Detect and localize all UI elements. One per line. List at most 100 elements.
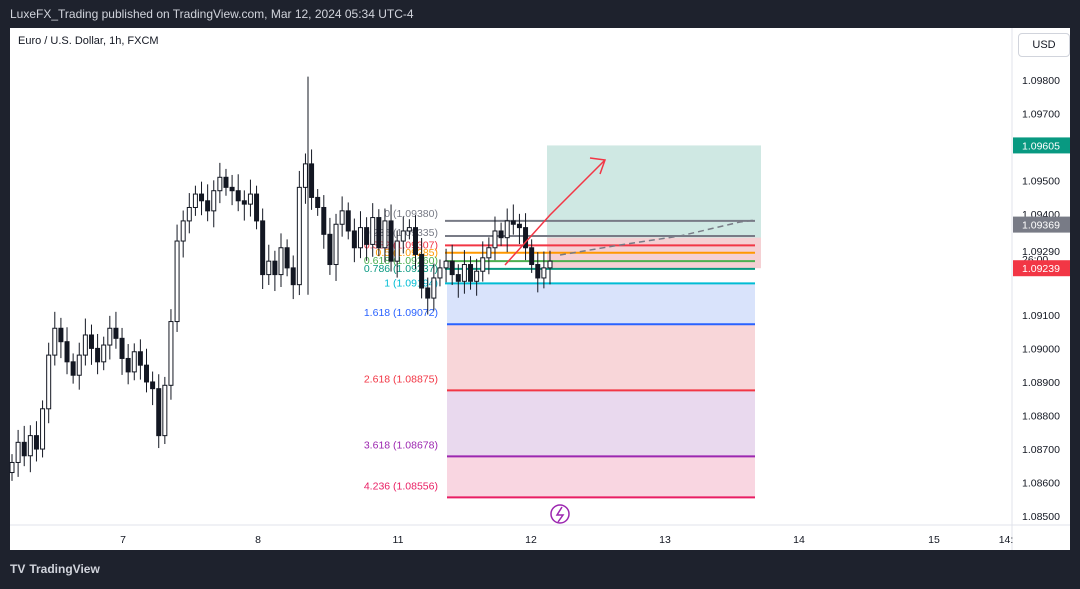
candle-body [523,227,529,249]
candle-body [247,193,253,205]
candle-body [474,270,480,282]
candle-body [443,260,449,269]
candle-body [406,227,412,232]
tradingview-logo-icon: TV [10,562,26,576]
candle-body [541,267,547,279]
y-axis-tick: 1.09800 [1022,75,1060,87]
candle-body [529,247,535,266]
candle-body [15,441,21,463]
candle-body [101,344,107,363]
target-zone [547,145,761,253]
candle-body [413,227,418,255]
price-badge-label: 1.09239 [1022,263,1060,275]
candle-body [504,220,510,239]
candle-body [425,287,431,299]
candle-body [388,220,394,262]
candle-body [351,230,357,249]
x-axis-tick: 7 [120,534,126,546]
candle-body [144,364,149,383]
candle-body [223,176,229,188]
candle-body [113,327,119,339]
y-axis-tick: 1.09000 [1022,343,1060,355]
y-axis-tick: 1.09700 [1022,109,1060,121]
candle-body [284,247,290,269]
price-badge [1013,260,1070,277]
candle-body [88,334,94,349]
x-axis-tick: 15 [928,534,940,546]
fib-band [447,283,755,325]
candle-body [254,193,260,222]
candle-body [315,196,321,208]
candle-body [510,220,516,225]
price-badge-label: 1.09369 [1022,220,1060,232]
candle-body [21,441,27,457]
y-axis-tick: 1.08700 [1022,444,1060,456]
y-axis-tick: 1.09100 [1022,310,1060,322]
candle-body [9,461,15,474]
candle-body [27,435,33,457]
candle-body [235,190,241,202]
candle-body [516,223,522,229]
candle-body [296,186,302,286]
candle-body [278,247,284,276]
publish-header: LuxeFX_Trading published on TradingView.… [0,0,1080,28]
y-axis-tick: 1.09500 [1022,176,1060,188]
candle-body [333,223,339,266]
candle-body [211,190,217,212]
candle-body [419,253,425,289]
candle-body [535,264,541,279]
candle-body [400,230,406,242]
candle-body [119,337,125,359]
candle-body [229,186,235,192]
candle-body [137,351,143,366]
candle-body [327,233,333,266]
y-axis-tick: 1.09290 [1022,246,1060,258]
candle-body [370,217,376,245]
candle-body [290,267,296,286]
fib-label: 0.382 (1.09307) [364,239,438,251]
fib-label: 1.618 (1.09072) [364,307,438,319]
fib-band [447,390,755,457]
footer-brand: TV TradingView [10,562,100,576]
x-axis-tick: 14 [793,534,805,546]
candle-body [33,435,39,450]
candle-body [150,381,156,390]
fib-label-zero: 0 (1.09380) [384,208,438,220]
candle-body [162,384,168,437]
candle-body [492,230,498,249]
candle-body [64,341,70,363]
target-arrow-head [589,157,607,175]
candle-body [266,260,272,276]
candle-body [357,227,363,249]
brand-name: TradingView [29,562,100,576]
currency-button[interactable]: USD [1018,33,1070,57]
x-axis-tick: 8 [255,534,261,546]
x-axis-tick: 13 [659,534,671,546]
candle-body [107,327,113,346]
candle-body [455,274,461,282]
publish-line: LuxeFX_Trading published on TradingView.… [10,7,414,21]
lightning-icon [550,504,570,524]
candle-body [95,347,101,363]
candle-body [431,277,437,299]
candle-body [217,176,223,192]
price-badge [1013,137,1070,154]
fib-label: 0.786 (1.09237) [364,263,438,275]
candle-body [46,354,52,410]
candle-body [205,200,211,212]
fib-label: 2.618 (1.08875) [364,373,438,385]
candle-body [125,357,131,373]
candle-body [547,260,553,269]
candle-body [437,267,443,279]
x-axis-tick: 14: [999,534,1014,546]
candle-body [382,220,388,249]
candle-body [40,408,46,450]
price-badge-label: 1.09605 [1022,140,1060,152]
candle-body [131,351,137,373]
candle-body [321,206,327,235]
candle-body [58,327,64,343]
x-axis-tick: 11 [393,534,404,546]
fib-label: 1 (1.09194) [384,277,438,289]
y-axis-tick: 1.08800 [1022,411,1060,423]
